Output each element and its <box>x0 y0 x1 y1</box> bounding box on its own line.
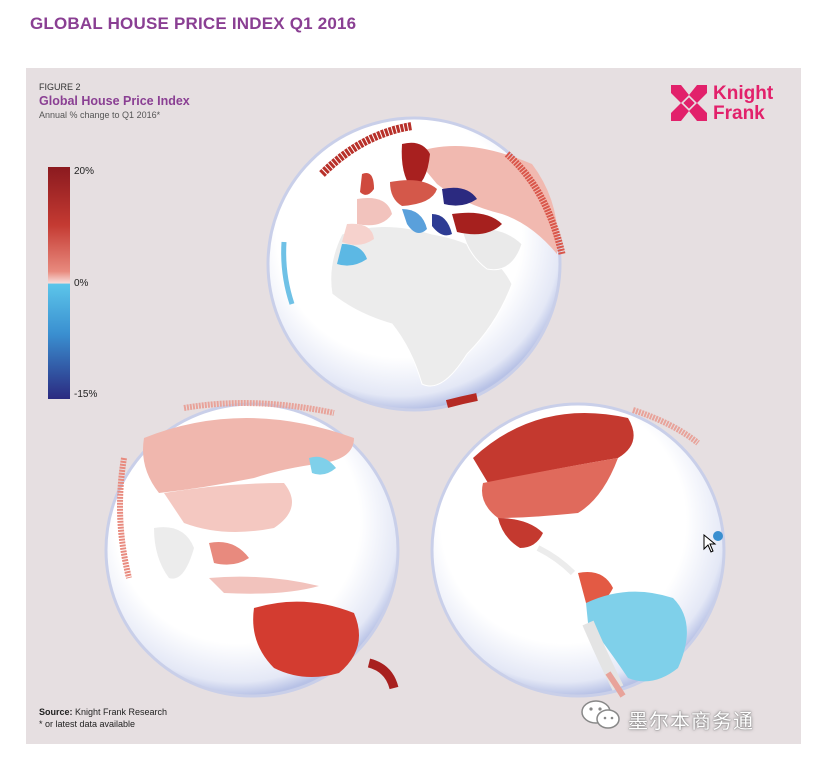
rim-bars-west <box>281 241 295 305</box>
southeast-asia-region <box>209 542 249 565</box>
brazil-region <box>586 591 687 682</box>
wechat-icon <box>581 700 620 729</box>
italy-region <box>402 209 427 233</box>
central-europe-region <box>390 180 437 206</box>
logo-text: Knight Frank <box>713 84 773 124</box>
figure-label: FIGURE 2 <box>39 82 81 92</box>
source-line: Source: Knight Frank Research <box>39 707 167 717</box>
morocco-region <box>337 244 367 266</box>
india-region <box>154 527 194 579</box>
rim-bars-north <box>319 122 413 177</box>
wechat-watermark: 墨尔本商务通 <box>580 698 800 738</box>
africa-region <box>330 226 513 387</box>
indonesia-region <box>209 576 319 594</box>
legend-max-label: 20% <box>74 166 95 177</box>
knight-frank-mark-icon <box>671 85 707 121</box>
scandinavia-region <box>401 142 430 189</box>
uk-region <box>360 173 374 195</box>
legend-zero-label: 0% <box>74 278 89 289</box>
ukraine-region <box>442 187 477 206</box>
source-text: Knight Frank Research <box>72 707 168 717</box>
rim-bars-north <box>632 407 700 446</box>
canada-region <box>473 413 634 483</box>
logo-line-1: Knight <box>713 83 774 104</box>
globe-asia-pacific <box>104 400 400 698</box>
page-title: GLOBAL HOUSE PRICE INDEX Q1 2016 <box>30 14 357 33</box>
france-region <box>357 198 392 226</box>
color-scale-bar <box>48 167 70 399</box>
source-label: Source: <box>39 707 73 717</box>
watermark-text: 墨尔本商务通 <box>628 711 754 733</box>
australia-region <box>253 601 359 677</box>
figure-panel: FIGURE 2 Global House Price Index Annual… <box>26 68 801 744</box>
spain-region <box>342 223 374 245</box>
russia-region <box>412 146 558 254</box>
central-america-region <box>536 545 576 576</box>
mexico-region <box>498 518 543 548</box>
greece-region <box>432 214 452 236</box>
logo-line-2: Frank <box>713 103 765 124</box>
globe-americas <box>430 402 726 698</box>
turkey-region <box>452 212 502 235</box>
chile-region <box>605 671 626 698</box>
rim-bars-north <box>183 400 335 416</box>
new-zealand-region <box>367 658 399 690</box>
usa-region <box>482 458 618 518</box>
japan-region <box>309 456 336 475</box>
legend-min-label: -15% <box>74 389 98 400</box>
figure-subtitle: Annual % change to Q1 2016* <box>39 110 161 120</box>
rim-bars-west <box>117 457 132 579</box>
mouse-cursor-icon <box>703 534 717 553</box>
figure-title: Global House Price Index <box>39 94 190 108</box>
globe-europe-africa <box>266 116 566 412</box>
north-asia-region <box>143 418 354 493</box>
colombia-region <box>578 572 613 604</box>
rim-bars-south <box>445 393 478 408</box>
ireland-marker <box>713 531 723 541</box>
footnote: * or latest data available <box>39 719 136 729</box>
knight-frank-logo: Knight Frank <box>671 83 791 129</box>
china-region <box>164 483 292 532</box>
rim-bars-east <box>504 151 566 255</box>
middle-east-region <box>461 227 523 271</box>
